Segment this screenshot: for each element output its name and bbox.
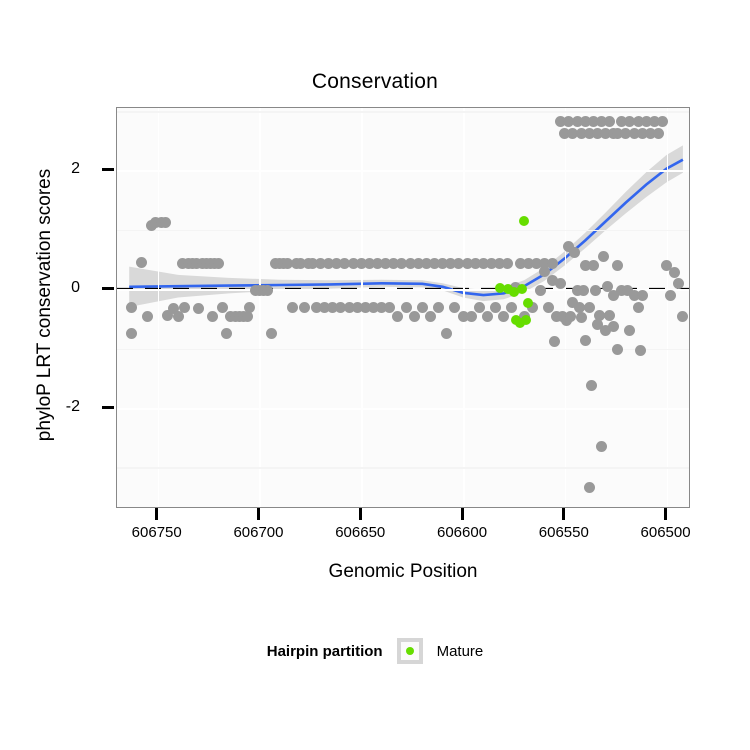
loess-line bbox=[129, 158, 684, 297]
legend: Hairpin partition Mature bbox=[0, 638, 750, 664]
loess-smooth-layer bbox=[117, 145, 689, 307]
gridline-horizontal-minor bbox=[117, 110, 689, 113]
y-axis-tick bbox=[102, 167, 114, 171]
gridline-horizontal bbox=[117, 170, 689, 172]
x-axis-tick bbox=[358, 508, 362, 520]
legend-title: Hairpin partition bbox=[266, 642, 383, 660]
x-axis-title: Genomic Position bbox=[328, 561, 478, 582]
y-axis-tick-label: 2 bbox=[71, 160, 80, 178]
gridline-horizontal bbox=[117, 289, 689, 291]
x-axis-tick bbox=[155, 508, 159, 520]
y-axis-tick bbox=[102, 286, 114, 290]
x-axis-tick bbox=[256, 508, 260, 520]
gridline-vertical bbox=[361, 108, 363, 507]
y-axis-tick bbox=[102, 405, 114, 409]
plot-area bbox=[117, 108, 689, 507]
gridline-vertical bbox=[666, 108, 669, 507]
confidence-band bbox=[129, 145, 683, 307]
y-axis-tick-label: 0 bbox=[71, 279, 80, 297]
legend-key-mature[interactable] bbox=[396, 638, 423, 664]
gridline-vertical bbox=[259, 108, 262, 507]
x-axis-tick bbox=[460, 508, 464, 520]
x-axis-tick-label: 606550 bbox=[538, 524, 589, 541]
gridline-vertical bbox=[157, 108, 160, 507]
x-axis-tick-label: 606500 bbox=[640, 524, 691, 541]
plot-panel bbox=[116, 107, 690, 508]
gridline-vertical bbox=[564, 108, 567, 507]
gridline-horizontal-minor bbox=[117, 229, 689, 232]
x-axis-tick-label: 606600 bbox=[436, 524, 488, 541]
gridline-vertical bbox=[463, 108, 465, 507]
gridline-horizontal-minor bbox=[117, 348, 689, 351]
legend-dot-icon bbox=[405, 647, 414, 655]
x-axis-tick-label: 606700 bbox=[233, 524, 284, 541]
x-axis-tick bbox=[664, 508, 668, 520]
gridline-horizontal bbox=[117, 408, 689, 410]
y-axis-tick-label: -2 bbox=[65, 398, 80, 415]
x-axis: 606750 606700 606650 606600 606550 606500 bbox=[116, 508, 691, 541]
y-axis: 2 0 -2 bbox=[66, 107, 117, 508]
x-axis-tick-label: 606650 bbox=[335, 524, 386, 541]
gridline-horizontal-minor bbox=[117, 467, 689, 469]
x-axis-tick bbox=[562, 508, 566, 520]
x-axis-tick-label: 606750 bbox=[131, 524, 182, 541]
page-title: Conservation bbox=[311, 70, 439, 93]
legend-label-mature: Mature bbox=[436, 642, 484, 660]
